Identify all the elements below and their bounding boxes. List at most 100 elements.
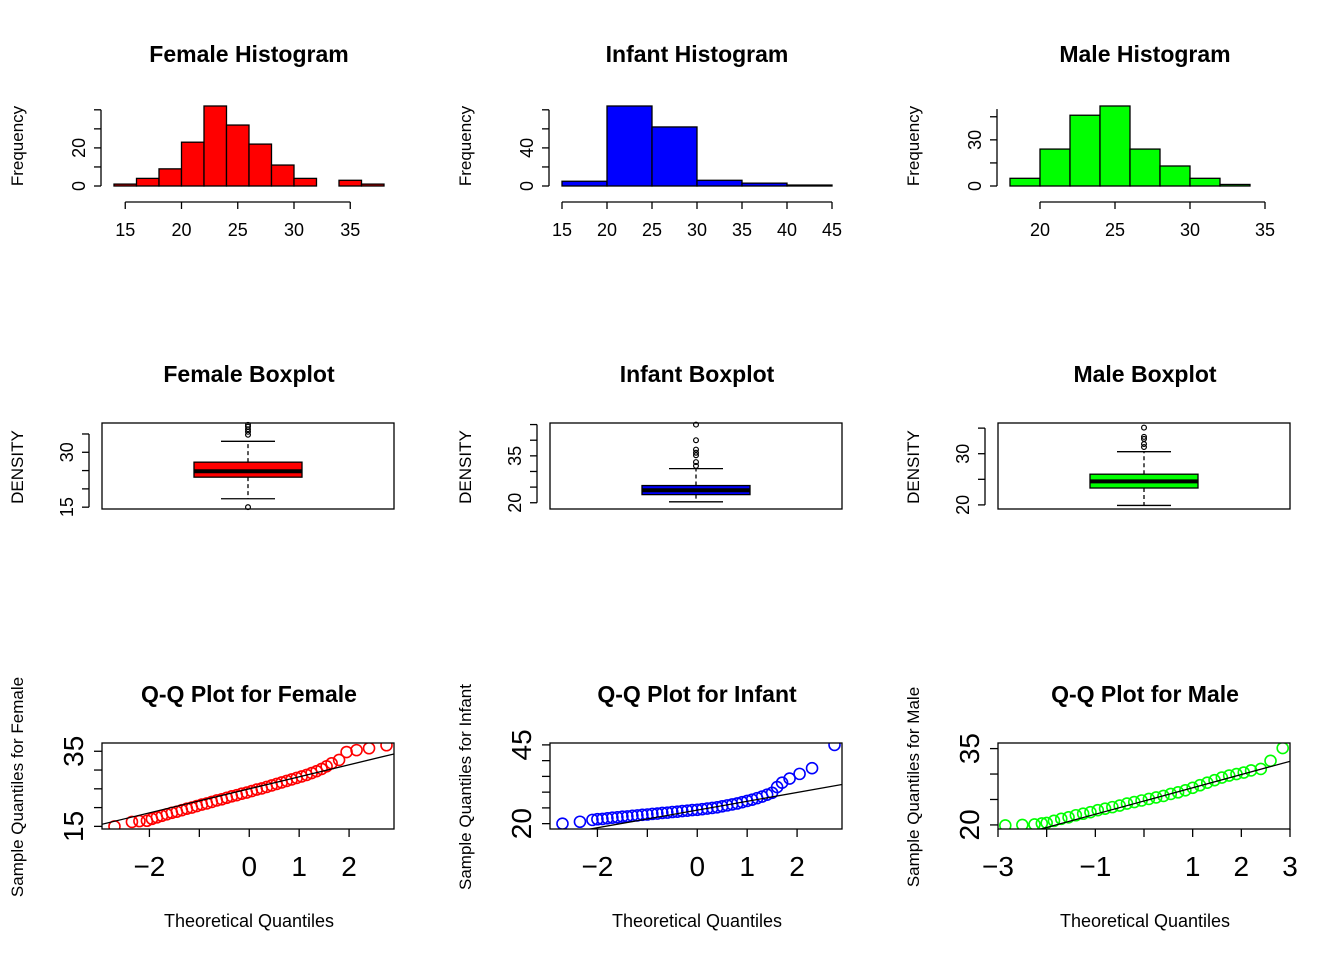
sample-point (1113, 799, 1126, 812)
plot-frame (997, 742, 1291, 830)
histogram-female: Female Histogram 15 20 25 30 35 0 20 Frequency (8, 41, 385, 240)
sample-point (1142, 792, 1156, 806)
sample-point (616, 810, 629, 824)
histogram-bar (180, 141, 205, 187)
x-tick-label: 20 (1030, 220, 1050, 240)
outlier-point (692, 459, 699, 466)
plot-frame (549, 422, 843, 510)
sample-point (1098, 802, 1112, 815)
sample-point (125, 815, 139, 829)
x-tick-label: 35 (1255, 220, 1275, 240)
chart-title: Infant Boxplot (620, 361, 775, 387)
histogram-bar (741, 182, 788, 187)
sample-point (1276, 743, 1289, 755)
outlier-point (1140, 435, 1147, 442)
sample-point (1054, 812, 1068, 826)
sample-point (646, 807, 659, 821)
sample-point (596, 812, 609, 826)
x-tick-label: 45 (822, 220, 842, 240)
plot-area (102, 743, 394, 829)
y-axis-label: Sample Quantiles for Female (8, 677, 27, 897)
sample-point (665, 805, 679, 819)
x-tick-label: −2 (581, 851, 613, 882)
y-axis-label: Sample Quantiles for Infant (456, 684, 475, 890)
y-tick-label: 15 (58, 811, 89, 842)
sample-point (1062, 810, 1075, 824)
qq-reference-line (102, 753, 394, 825)
sample-point (775, 776, 789, 789)
x-axis-label: Theoretical Quantiles (612, 911, 782, 931)
sample-point (1264, 754, 1277, 768)
x-tick-label: 2 (1234, 851, 1250, 882)
qq-plot-female: Q-Q Plot for Female −2 0 1 2 15 35 Theoretical … (8, 677, 395, 931)
histogram-bar (1099, 105, 1131, 187)
sample-point (1171, 786, 1185, 799)
histogram-bar (1039, 148, 1071, 187)
sample-point (1028, 818, 1041, 829)
outlier-point (1140, 440, 1147, 447)
y-tick-label: 30 (57, 442, 77, 462)
y-axis-label: Sample Quantiles for Male (904, 687, 923, 887)
sample-point (1215, 771, 1229, 784)
y-tick-label: 20 (506, 808, 537, 839)
chart-title: Infant Histogram (606, 41, 789, 67)
sample-point (1106, 800, 1119, 814)
histogram-bar (158, 168, 183, 187)
sample-point (670, 805, 684, 818)
x-tick-label: 35 (732, 220, 752, 240)
plot-frame (997, 422, 1291, 510)
qq-plot-row: Q-Q Plot for Female −2 0 1 2 15 35 Theoretical … (8, 677, 1298, 931)
boxplot-infant: Infant Boxplot 20 35 DENSITY (456, 361, 843, 513)
outlier-point (692, 421, 699, 428)
sample-point (1091, 803, 1105, 817)
histogram-bar (606, 105, 653, 187)
histogram-bar (270, 164, 295, 187)
x-tick-label: 1 (739, 851, 755, 882)
sample-point (380, 743, 393, 752)
histogram-bar (293, 177, 318, 187)
y-tick-label: 45 (506, 729, 537, 760)
histogram-bar (113, 183, 138, 187)
qq-plot-infant: Q-Q Plot for Infant −2 0 1 2 20 45 Theoretical … (456, 681, 843, 931)
sample-point (601, 811, 614, 825)
plot-area (999, 743, 1290, 829)
y-tick-label: 35 (505, 446, 525, 466)
sample-point (1016, 818, 1029, 829)
histogram-male: Male Histogram 20 25 30 35 0 30 Frequency (904, 41, 1275, 240)
histogram-bar (1129, 148, 1161, 187)
outlier-point (1140, 444, 1147, 451)
y-tick-label: 20 (953, 495, 973, 515)
qq-reference-line (586, 783, 842, 829)
x-tick-label: 2 (789, 851, 805, 882)
histogram-bar (203, 105, 228, 187)
y-axis-label: DENSITY (456, 430, 475, 504)
sample-point (591, 812, 604, 826)
x-tick-label: 15 (552, 220, 572, 240)
sample-point (1186, 781, 1199, 795)
sample-point (675, 804, 689, 818)
sample-point (1193, 778, 1207, 792)
x-tick-label: 30 (1180, 220, 1200, 240)
chart-title: Q-Q Plot for Female (141, 681, 357, 707)
y-axis-label: Frequency (904, 105, 923, 186)
x-axis-label: Theoretical Quantiles (164, 911, 334, 931)
x-tick-label: 30 (284, 220, 304, 240)
histogram-bar (561, 180, 608, 187)
x-tick-label: 25 (642, 220, 662, 240)
qq-plot-male: Q-Q Plot for Male −3 −1 1 2 3 20 35 Theoretical … (904, 681, 1298, 931)
y-tick-label: 20 (69, 138, 89, 158)
histogram-bar (696, 179, 743, 187)
y-tick-label: 15 (57, 497, 77, 517)
sample-point (332, 753, 346, 767)
sample-point (606, 811, 619, 824)
plot-frame (549, 742, 843, 830)
x-tick-label: −1 (1079, 851, 1111, 882)
x-tick-label: 20 (171, 220, 191, 240)
y-axis-label: Frequency (456, 105, 475, 186)
x-tick-label: 2 (341, 851, 357, 882)
x-tick-label: 20 (597, 220, 617, 240)
outlier-point (692, 462, 699, 469)
histogram-bar (338, 179, 363, 187)
